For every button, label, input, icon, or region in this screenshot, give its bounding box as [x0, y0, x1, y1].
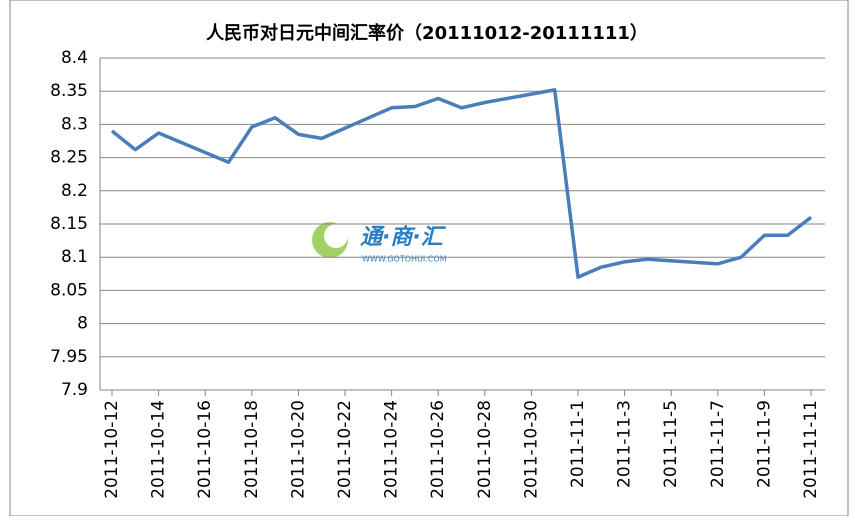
x-tick-label: 2011-11-7: [708, 400, 728, 488]
x-tick-label: 2011-10-22: [335, 400, 355, 499]
watermark-logo: [324, 224, 348, 248]
y-tick-label: 8.35: [50, 81, 88, 101]
y-tick-label: 8.15: [50, 214, 88, 234]
watermark-url: WWW.GOTOHUI.COM: [362, 255, 447, 264]
x-tick-label: 2011-11-5: [661, 400, 681, 488]
y-tick-label: 8.2: [61, 181, 88, 201]
watermark-text: 通·商·汇: [360, 224, 447, 250]
watermark: 通·商·汇 WWW.GOTOHUI.COM: [312, 222, 447, 264]
x-tick-label: 2011-10-18: [242, 400, 262, 499]
y-tick-label: 7.95: [50, 347, 88, 367]
x-tick-label: 2011-11-1: [568, 400, 588, 488]
x-tick-label: 2011-11-11: [801, 400, 821, 499]
x-tick-label: 2011-10-20: [288, 400, 308, 499]
x-tick-label: 2011-10-28: [475, 400, 495, 499]
y-tick-label: 8.3: [61, 114, 88, 134]
x-tick-label: 2011-11-9: [754, 400, 774, 488]
y-tick-label: 7.9: [61, 380, 88, 400]
x-tick-label: 2011-10-24: [382, 400, 402, 499]
y-tick-label: 8: [77, 314, 88, 334]
line-series: [110, 88, 813, 279]
x-tick-label: 2011-10-16: [195, 400, 215, 499]
y-tick-label: 8.1: [61, 247, 88, 267]
chart-title: 人民币对日元中间汇率价（20111012-20111111）: [206, 22, 648, 44]
y-tick-label: 8.4: [61, 48, 88, 68]
x-tick-label: 2011-10-14: [149, 400, 169, 499]
x-tick-label: 2011-11-3: [615, 400, 635, 488]
x-tick-label: 2011-10-26: [428, 400, 448, 499]
y-tick-label: 8.05: [50, 280, 88, 300]
chart-frame: [9, 0, 849, 517]
x-tick-label: 2011-10-30: [521, 400, 541, 499]
x-tick-label: 2011-10-12: [102, 400, 122, 499]
y-tick-label: 8.25: [50, 148, 88, 168]
